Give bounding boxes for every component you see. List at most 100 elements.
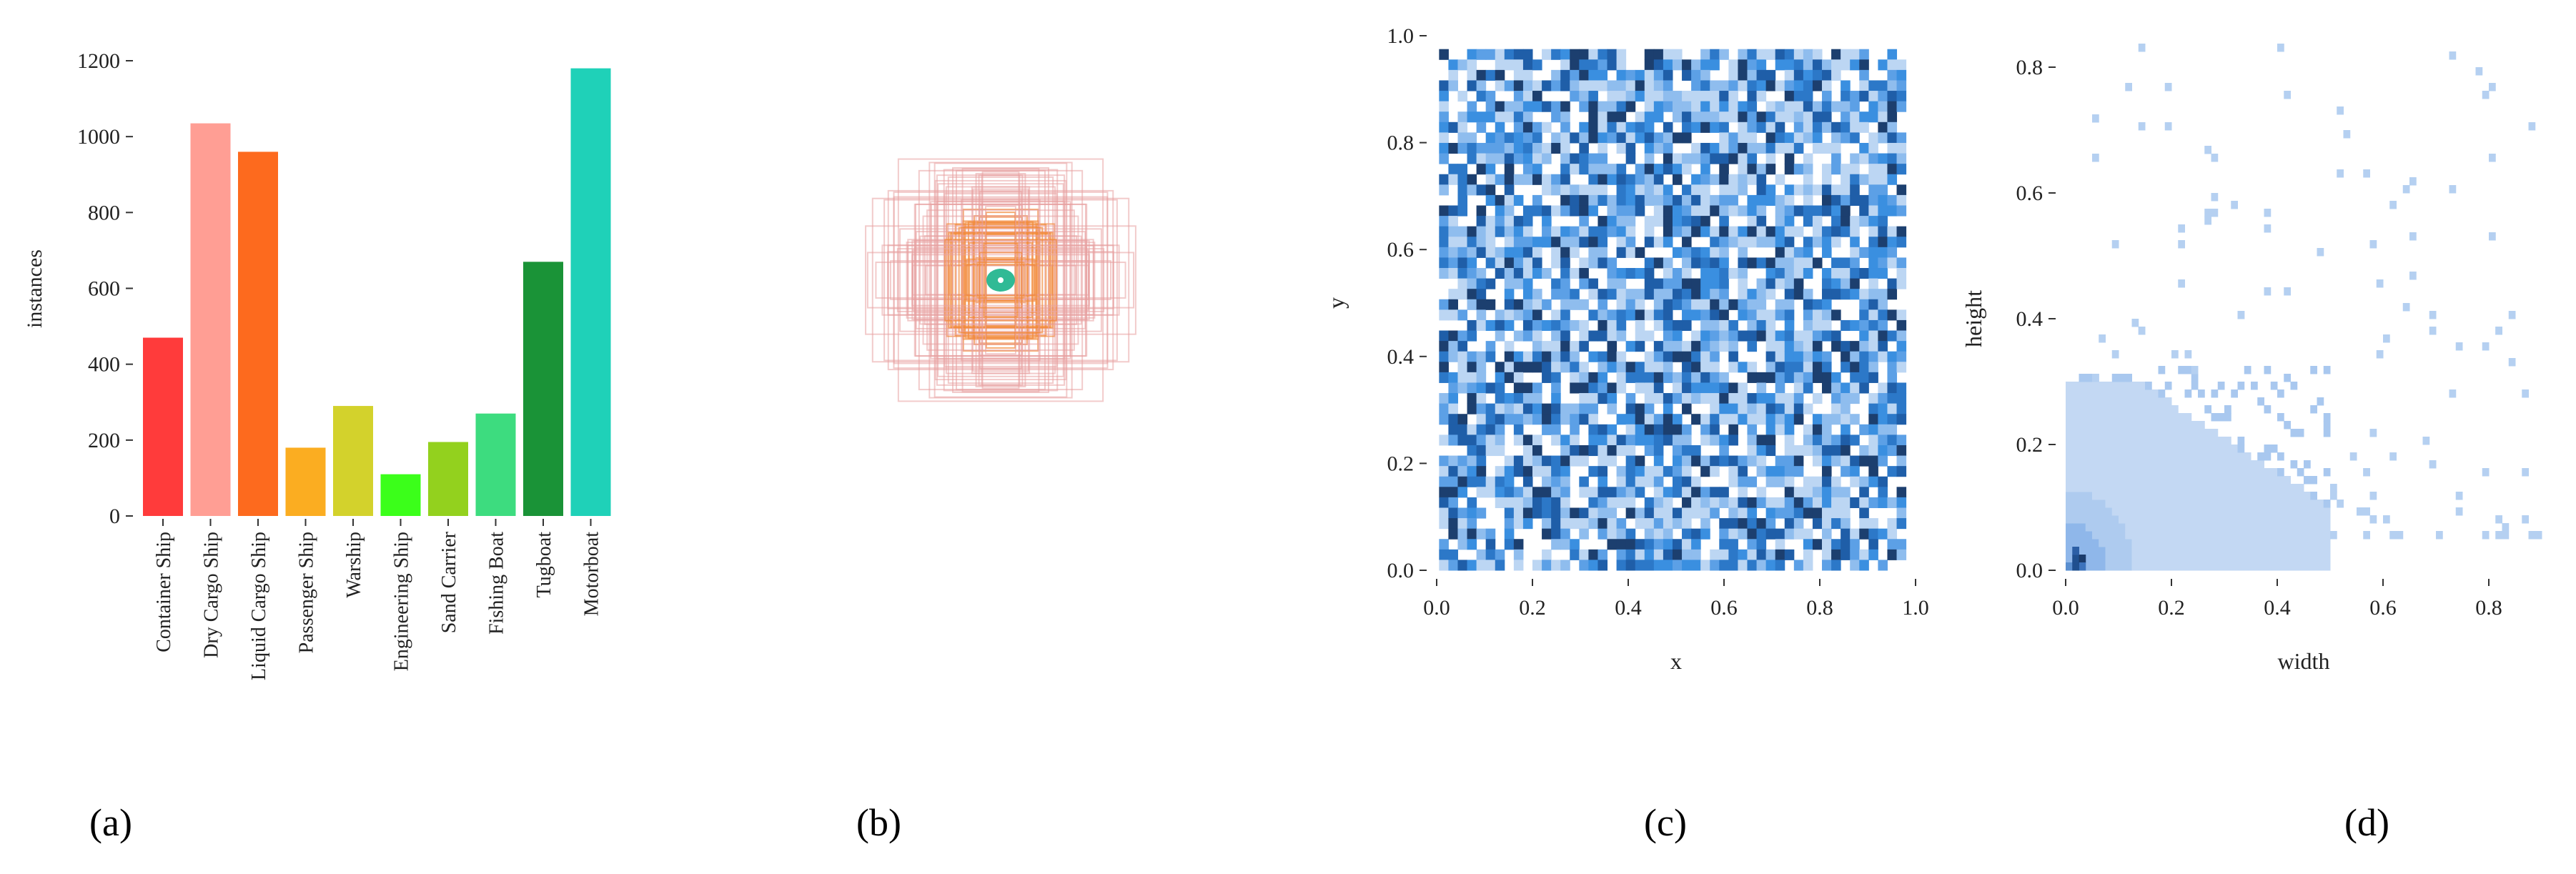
heatmap-cell <box>1868 247 1878 258</box>
heatmap-cell <box>2171 350 2179 359</box>
heatmap-cell <box>1457 164 1468 175</box>
heatmap-cell <box>1653 91 1664 102</box>
heatmap-cell <box>1448 372 1458 383</box>
heatmap-cell <box>1570 341 1580 352</box>
heatmap-cell <box>1710 330 1720 342</box>
heatmap-cell <box>1625 205 1636 217</box>
heatmap-cell <box>1728 184 1738 196</box>
heatmap-cell <box>1803 497 1813 508</box>
heatmap-cell <box>1896 309 1907 321</box>
heatmap-cell <box>1841 487 1851 498</box>
heatmap-cell <box>2145 460 2152 469</box>
heatmap-cell <box>2099 500 2106 508</box>
heatmap-cell <box>1560 434 1570 446</box>
heatmap-cell <box>2198 562 2205 571</box>
heatmap-cell <box>1700 69 1710 81</box>
heatmap-cell <box>2085 507 2093 516</box>
heatmap-cell <box>1868 476 1878 487</box>
heatmap-cell <box>1868 174 1878 185</box>
heatmap-cell <box>2264 523 2272 532</box>
heatmap-cell <box>1700 153 1710 164</box>
heatmap-cell <box>2158 468 2166 477</box>
heatmap-cell <box>2164 555 2172 563</box>
heatmap-cell <box>1803 257 1813 269</box>
anchor-box <box>975 172 1026 388</box>
heatmap-cell <box>2224 547 2231 555</box>
heatmap-cell <box>1831 69 1841 81</box>
heatmap-cell <box>1653 539 1664 550</box>
heatmap-cell <box>2284 500 2291 508</box>
heatmap-cell <box>1719 434 1729 446</box>
heatmap-cell <box>2251 555 2258 563</box>
heatmap-cell <box>1738 226 1748 237</box>
heatmap-cell <box>1682 309 1692 321</box>
heatmap-cell <box>1457 278 1468 289</box>
heatmap-cell <box>1522 445 1533 457</box>
heatmap-cell <box>1607 216 1618 227</box>
heatmap-cell <box>2164 421 2172 429</box>
heatmap-cell <box>1765 403 1776 414</box>
heatmap-cell <box>1551 518 1561 530</box>
heatmap-cell <box>1644 309 1655 321</box>
heatmap-cell <box>1476 414 1487 425</box>
heatmap-cell <box>1513 142 1524 154</box>
heatmap-cell <box>1784 257 1795 269</box>
heatmap-cell <box>2079 484 2086 492</box>
y-axis-label: height <box>1961 290 1986 347</box>
heatmap-cell <box>2237 484 2245 492</box>
heatmap-cell <box>1551 372 1561 383</box>
heatmap-cell <box>1616 121 1627 133</box>
heatmap-cell <box>2323 515 2331 524</box>
heatmap-cell <box>1551 393 1561 404</box>
heatmap-cell <box>2131 492 2139 500</box>
heatmap-cell <box>2191 452 2199 461</box>
heatmap-cell <box>1682 153 1692 164</box>
heatmap-cell <box>1700 101 1710 112</box>
heatmap-cell <box>2066 445 2073 453</box>
heatmap-cell <box>1476 455 1487 467</box>
heatmap-cell <box>2105 484 2113 492</box>
heatmap-cell <box>1803 476 1813 487</box>
heatmap-cell <box>1635 319 1645 332</box>
heatmap-cell <box>1841 518 1851 530</box>
heatmap-cell <box>1710 403 1720 414</box>
heatmap-cell <box>2277 507 2284 516</box>
heatmap-cell <box>1467 445 1477 457</box>
heatmap-cell <box>1644 414 1655 425</box>
heatmap-cell <box>1822 319 1832 332</box>
heatmap-cell <box>1504 278 1515 289</box>
heatmap-cell <box>2217 507 2225 516</box>
heatmap-cell <box>1588 351 1598 362</box>
heatmap-cell <box>1504 414 1515 425</box>
heatmap-cell <box>2145 539 2152 547</box>
heatmap-cell <box>1570 49 1580 60</box>
heatmap-cell <box>1887 289 1898 300</box>
heatmap-cell <box>2191 492 2199 500</box>
heatmap-cell <box>2164 405 2172 414</box>
heatmap-cell <box>2429 460 2437 469</box>
heatmap-cell <box>1522 403 1533 414</box>
heatmap-cell <box>2066 382 2073 390</box>
heatmap-cell <box>1700 174 1710 185</box>
heatmap-cell <box>2105 555 2113 563</box>
heatmap-cell <box>1691 142 1701 154</box>
heatmap-cell <box>2119 515 2126 524</box>
heatmap-cell <box>1784 184 1795 196</box>
heatmap-cell <box>1738 49 1748 60</box>
x-tick-label: 0.4 <box>1615 596 1642 620</box>
heatmap-cell <box>2277 468 2284 477</box>
heatmap-cell <box>1439 466 1449 477</box>
heatmap-cell <box>1570 164 1580 175</box>
heatmap-cell <box>1663 184 1673 196</box>
heatmap-cell <box>1579 341 1589 352</box>
heatmap-cell <box>1765 194 1776 206</box>
heatmap-cell <box>2072 397 2079 406</box>
heatmap-cell <box>1859 216 1869 227</box>
heatmap-cell <box>2092 492 2099 500</box>
heatmap-cell <box>2066 389 2073 398</box>
heatmap-cell <box>1663 289 1673 300</box>
heatmap-cell <box>1775 341 1785 352</box>
heatmap-cell <box>2224 460 2231 469</box>
heatmap-cell <box>1803 539 1813 550</box>
heatmap-cell <box>1691 289 1701 300</box>
